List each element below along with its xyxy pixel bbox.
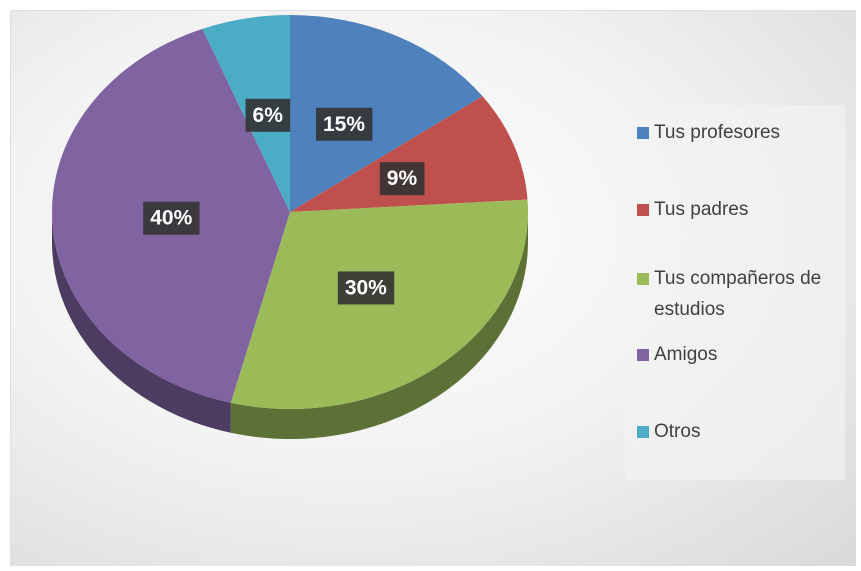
- data-label-box: [316, 107, 373, 141]
- data-label-box: [337, 271, 395, 305]
- legend-swatch: [637, 273, 649, 285]
- data-label: 6%: [253, 104, 284, 127]
- slice-side: [52, 212, 231, 433]
- legend-label: Tus compañeros de estudios: [654, 268, 822, 320]
- data-label: 9%: [387, 167, 418, 190]
- legend-label: Otros: [654, 421, 701, 442]
- legend-item: Tus compañeros de estudios: [637, 263, 842, 325]
- legend-swatch: [637, 349, 649, 361]
- data-label-group: 15%: [316, 107, 373, 141]
- slice: [290, 96, 528, 212]
- data-label-group: 6%: [245, 98, 291, 132]
- legend-item: Amigos: [637, 339, 842, 370]
- data-label-group: 30%: [337, 271, 395, 305]
- legend-label: Tus padres: [654, 199, 749, 220]
- data-label-group: 40%: [143, 201, 200, 235]
- data-label: 15%: [323, 113, 365, 136]
- data-label-box: [245, 98, 291, 132]
- legend-swatch: [637, 204, 649, 216]
- legend-label: Amigos: [654, 344, 718, 365]
- legend-item: Otros: [637, 416, 842, 447]
- legend-swatch: [637, 127, 649, 139]
- data-label-box: [379, 162, 425, 196]
- legend-item: Tus padres: [637, 194, 842, 225]
- data-label: 30%: [345, 276, 387, 299]
- data-label-box: [143, 201, 200, 235]
- legend-swatch: [637, 426, 649, 438]
- slice-side: [230, 212, 528, 439]
- legend-item: Tus profesores: [637, 117, 842, 148]
- data-label: 40%: [150, 207, 192, 230]
- slice: [290, 15, 483, 212]
- legend: Tus profesores Tus padres Tus compañeros d…: [625, 105, 845, 480]
- legend-label: Tus profesores: [654, 122, 781, 143]
- data-label-group: 9%: [379, 162, 425, 196]
